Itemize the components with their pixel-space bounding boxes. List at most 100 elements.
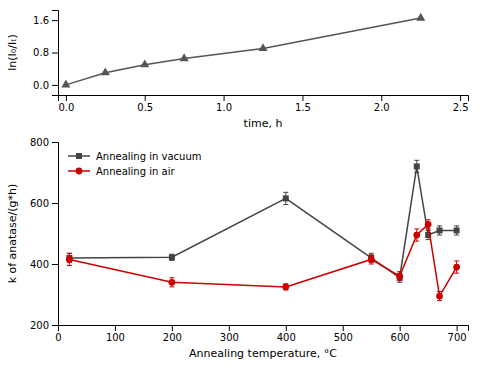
marker [396,273,403,280]
tick: 400 [30,259,58,270]
tick: 0.0 [33,80,58,91]
marker [169,279,176,286]
tick-mark [229,325,230,331]
tick-label: 1.6 [33,15,49,26]
tick-mark [145,95,146,101]
tick-mark [343,325,344,331]
error-bar [169,278,174,287]
marker [413,232,420,239]
marker [414,163,420,169]
error-bar [437,226,442,235]
tick-mark [52,264,58,265]
legend-item: Annealing in air [68,166,175,177]
marker [425,221,432,228]
tick: 0.0 [58,95,74,113]
legend-swatch-marker [76,153,82,159]
marker [283,195,289,201]
marker [436,293,443,300]
x-axis-title: Annealing temperature, °C [189,347,337,360]
axis-line [59,326,469,332]
marker [61,80,70,88]
tick: 100 [106,325,125,343]
legend-swatch-marker [76,168,83,175]
marker [180,53,189,61]
tick-mark [224,95,225,101]
tick-label: 100 [106,332,125,343]
figure: 0.00.51.01.52.02.50.00.81.6time, hln(I₀/… [0,0,480,375]
tick-mark [52,53,58,54]
error-bar [283,192,288,204]
tick-label: 400 [30,259,49,270]
line [66,18,421,85]
axis-line [59,96,469,102]
tick-label: 2.5 [453,102,469,113]
marker [416,13,425,21]
legend-label: Annealing in air [96,166,175,177]
tick-label: 300 [220,332,239,343]
plot: 0100200300400500600700200400600800Anneal… [6,137,469,360]
error-bar [169,254,174,260]
marker [437,227,443,233]
tick-label: 0.8 [33,47,49,58]
tick: 500 [334,325,353,343]
tick-label: 0.5 [137,102,153,113]
tick-label: 800 [30,137,49,148]
tick-mark [460,95,461,101]
axis-line [52,143,59,326]
tick: 600 [391,325,410,343]
tick-label: 1.0 [216,102,232,113]
legend-item: Annealing in vacuum [68,151,201,162]
marker [101,67,110,75]
error-bar [426,220,431,229]
tick-mark [381,95,382,101]
marker [140,59,149,67]
tick-mark [66,95,67,101]
tick-label: 700 [448,332,467,343]
tick: 2.5 [453,95,469,113]
tick: 2.0 [374,95,390,113]
tick-mark [400,325,401,331]
tick-label: 200 [163,332,182,343]
series [66,160,459,282]
tick-label: 0.0 [58,102,74,113]
marker [258,43,267,51]
data-area [66,160,460,300]
tick-mark [52,325,58,326]
y-axis: 200400600800 [30,137,59,331]
tick-mark [52,203,58,204]
tick: 600 [30,198,58,209]
tick-mark [52,85,58,86]
axis-line [52,11,59,96]
tick-mark [302,95,303,101]
tick: 0.8 [33,47,58,58]
tick: 400 [277,325,296,343]
data-area [61,13,425,88]
tick-mark [172,325,173,331]
tick-label: 2.0 [374,102,390,113]
tick-mark [52,20,58,21]
error-bar [369,255,374,264]
marker [368,256,375,263]
tick-label: 1.5 [295,102,311,113]
marker [169,254,175,260]
tick-mark [52,142,58,143]
x-axis: 0.0 0.5 1.0 1.5 2.0 2.5 [58,95,468,113]
tick-mark [115,325,116,331]
tick-mark [457,325,458,331]
marker [66,256,73,263]
legend: Annealing in vacuum Annealing in air [68,151,201,177]
plot: 0.00.51.01.52.02.50.00.81.6time, hln(I₀/… [6,11,469,131]
tick: 800 [30,137,58,148]
tick: 1.0 [216,95,232,113]
y-axis-title: k of anatase/(g*h) [6,184,19,284]
tick-label: 600 [30,198,49,209]
tick-mark [286,325,287,331]
y-axis-title: ln(I₀/Iₜ) [6,34,19,70]
line [69,166,456,277]
error-bar [454,226,459,235]
marker [453,264,460,271]
series [61,13,425,88]
tick-label: 600 [391,332,410,343]
tick: 300 [220,325,239,343]
error-bar [283,284,288,290]
